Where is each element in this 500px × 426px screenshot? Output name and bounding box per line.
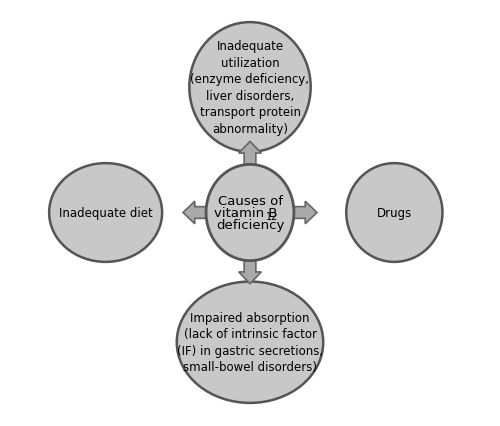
Text: deficiency: deficiency: [216, 218, 284, 231]
Text: Inadequate diet: Inadequate diet: [59, 207, 152, 219]
FancyArrow shape: [238, 142, 262, 165]
FancyArrow shape: [294, 202, 317, 224]
Ellipse shape: [190, 23, 310, 153]
Ellipse shape: [177, 282, 323, 403]
Text: Causes of: Causes of: [218, 195, 282, 208]
FancyArrow shape: [183, 202, 206, 224]
Ellipse shape: [206, 165, 294, 261]
Ellipse shape: [346, 164, 442, 262]
Ellipse shape: [49, 164, 162, 262]
Text: Inadequate
utilization
(enzyme deficiency,
liver disorders,
transport protein
ab: Inadequate utilization (enzyme deficienc…: [190, 40, 310, 135]
Text: 12: 12: [266, 211, 278, 222]
Text: Drugs: Drugs: [376, 207, 412, 219]
Text: vitamin B: vitamin B: [214, 207, 278, 219]
Text: Impaired absorption
(lack of intrinsic factor
(IF) in gastric secretions,
small-: Impaired absorption (lack of intrinsic f…: [177, 311, 323, 374]
FancyArrow shape: [238, 261, 262, 284]
